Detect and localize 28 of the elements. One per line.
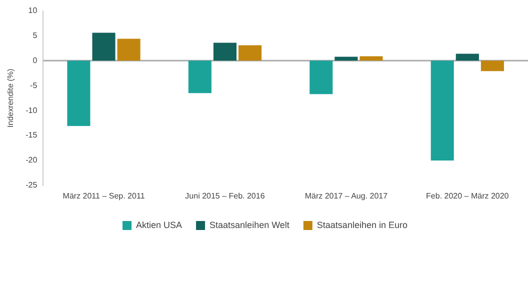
y-axis-title: Indexrendite (%) — [6, 68, 16, 128]
legend-label: Staatsanleihen Welt — [210, 220, 290, 230]
bar — [310, 60, 333, 94]
legend-label: Aktien USA — [136, 220, 182, 230]
x-tick-label: März 2017 – Aug. 2017 — [304, 191, 388, 200]
y-tick-label: 5 — [32, 30, 38, 40]
x-tick-label: Feb. 2020 – März 2020 — [426, 191, 510, 200]
bar — [456, 54, 479, 61]
bar — [238, 45, 262, 61]
bar — [67, 60, 90, 126]
y-tick-label: -25 — [26, 180, 38, 190]
y-tick-label: -5 — [30, 80, 38, 90]
bar — [92, 32, 116, 61]
bar — [480, 60, 504, 72]
y-tick-label: 0 — [32, 56, 38, 65]
bar — [213, 42, 236, 61]
bar — [430, 60, 454, 160]
bar — [188, 60, 212, 94]
legend-label: Staatsanleihen in Euro — [316, 220, 408, 230]
x-tick-label: März 2011 – Sep. 2011 — [62, 191, 146, 200]
y-tick-label: 10 — [28, 6, 38, 16]
y-tick-label: -10 — [26, 106, 38, 115]
x-tick-label: Juni 2015 – Feb. 2016 — [185, 191, 266, 200]
bar — [334, 56, 358, 61]
bar — [360, 56, 383, 61]
y-tick-label: -20 — [26, 156, 38, 165]
bar — [117, 38, 140, 61]
y-tick-label: -15 — [26, 130, 38, 140]
